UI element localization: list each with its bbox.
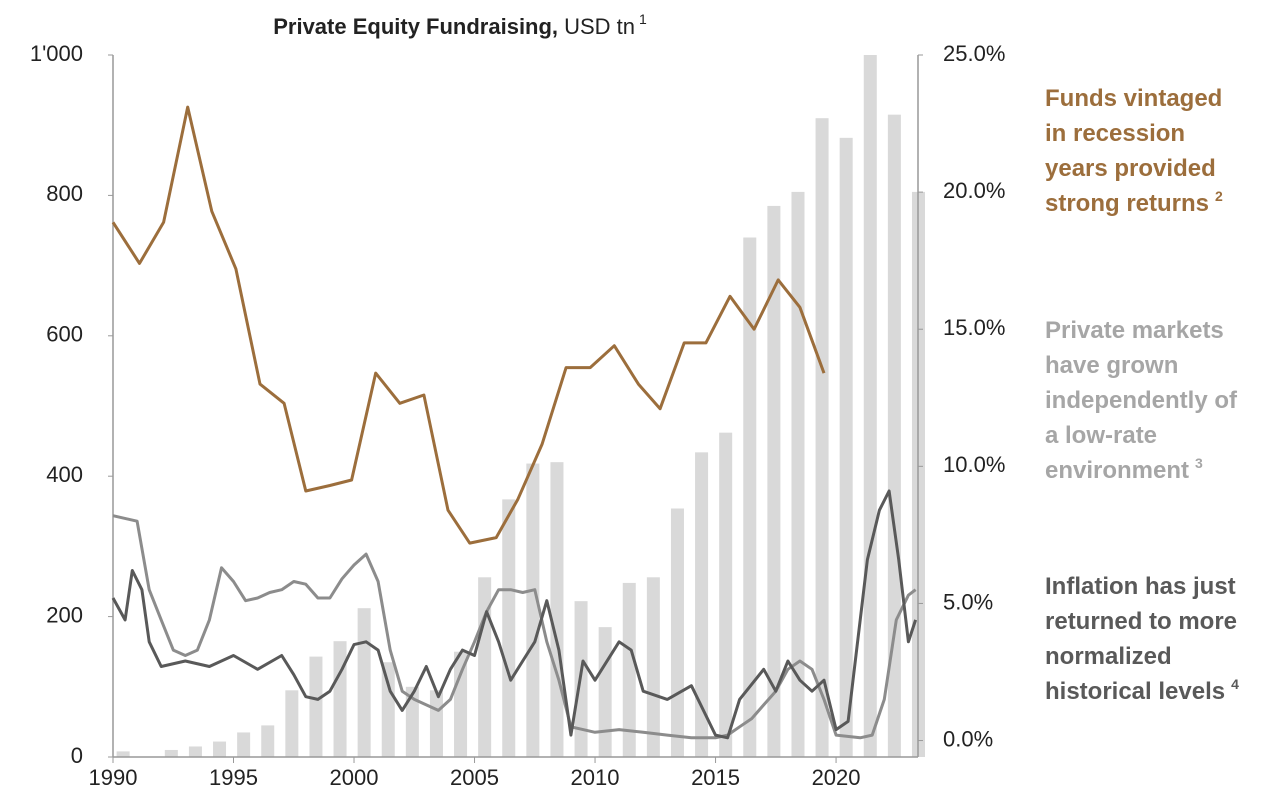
line (111, 105, 826, 545)
bar (622, 582, 636, 757)
bar (695, 452, 709, 757)
y2-tick-label: 5.0% (943, 589, 993, 614)
annotation: Private markets have grown independently o… (1045, 317, 1238, 484)
y2-tick-label: 0.0% (943, 726, 993, 751)
annotation-line: a low-rate (1045, 422, 1157, 449)
bar (405, 686, 419, 757)
bar (839, 137, 853, 757)
bar (646, 577, 660, 757)
bar (670, 508, 684, 757)
annotation: Funds vintaged in recession years provided… (1045, 85, 1223, 217)
bar (309, 656, 323, 757)
bar (381, 662, 395, 757)
y2-tick-label: 20.0% (943, 178, 1005, 203)
y-tick-label: 200 (46, 602, 83, 627)
bar (357, 608, 371, 757)
annotation-line: normalized (1045, 643, 1172, 670)
x-tick-label: 2020 (812, 765, 861, 790)
y2-tick-label: 25.0% (943, 41, 1005, 66)
annotation-line: environment (1045, 457, 1189, 484)
bar (598, 627, 612, 757)
annotation-note: 4 (1231, 676, 1239, 692)
annotation-line: Funds vintaged (1045, 85, 1222, 112)
x-tick-label: 2000 (330, 765, 379, 790)
bar (550, 462, 564, 757)
y-tick-label: 1'000 (30, 41, 83, 66)
bar (285, 690, 299, 757)
bar (188, 746, 202, 757)
bar (791, 191, 805, 757)
annotation-line: have grown (1045, 352, 1178, 379)
annotation-line: returned to more (1045, 608, 1237, 635)
y2-tick-label: 15.0% (943, 315, 1005, 340)
y2-tick-label: 10.0% (943, 452, 1005, 477)
bar (213, 741, 227, 757)
x-tick-label: 2015 (691, 765, 740, 790)
bar (237, 732, 251, 757)
bar (887, 114, 901, 758)
y-tick-label: 800 (46, 181, 83, 206)
bar (863, 55, 877, 757)
y-tick-label: 600 (46, 322, 83, 347)
annotation: Inflation has just returned to more normal… (1045, 573, 1239, 705)
annotation-note: 2 (1215, 188, 1223, 204)
bar (502, 499, 516, 757)
annotation-line: Inflation has just (1045, 573, 1236, 600)
annotation-line: Private markets (1045, 317, 1224, 344)
bar (526, 463, 540, 757)
bar (261, 725, 275, 757)
annotation-line: independently of (1045, 387, 1238, 414)
title-unit: USD tn (564, 14, 635, 39)
bar (719, 432, 733, 757)
annotation-line: in recession (1045, 120, 1185, 147)
y-tick-label: 400 (46, 462, 83, 487)
title-main: Private Equity Fundraising, (273, 14, 558, 39)
bar (454, 651, 468, 757)
bar (333, 641, 347, 757)
annotation-line: historical levels (1045, 678, 1225, 705)
bar (743, 237, 757, 757)
bar (429, 690, 443, 757)
x-tick-label: 2005 (450, 765, 499, 790)
annotation-note: 3 (1195, 455, 1203, 471)
bar (815, 118, 829, 758)
bar (116, 751, 130, 757)
x-tick-label: 1995 (209, 765, 258, 790)
bar (767, 205, 781, 757)
annotation-line: years provided (1045, 155, 1216, 182)
annotation-line: strong returns (1045, 190, 1209, 217)
chart-title: Private Equity Fundraising, USD tn 1 (273, 11, 647, 39)
x-tick-label: 2010 (571, 765, 620, 790)
y-tick-label: 0 (71, 743, 83, 768)
x-tick-label: 1990 (89, 765, 138, 790)
line (111, 489, 918, 740)
bar (164, 749, 178, 757)
title-note: 1 (639, 11, 647, 27)
